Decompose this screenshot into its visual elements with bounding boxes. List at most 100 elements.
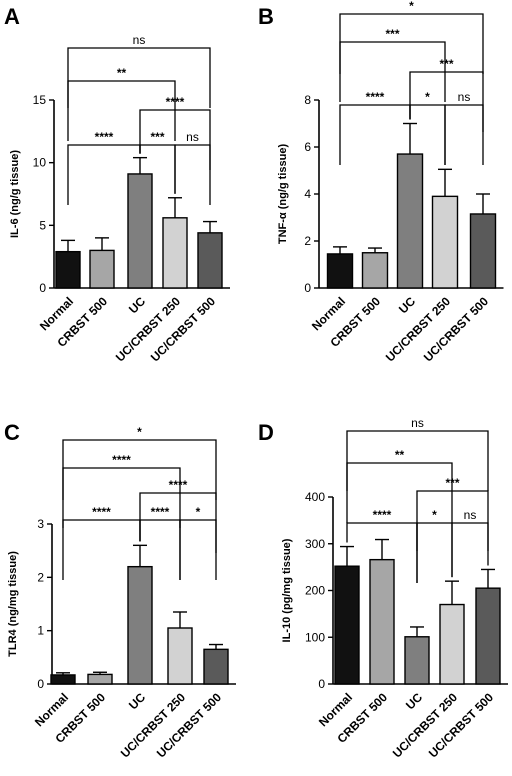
bar-3 (404, 636, 430, 685)
y-tick-label: 8 (304, 93, 311, 107)
x-tick-label: UC (403, 690, 425, 712)
x-tick-label: UC (126, 294, 148, 316)
significance-label: ns (464, 508, 477, 522)
significance-label: ns (458, 90, 471, 104)
significance-bracket (416, 490, 489, 551)
significance-bracket (67, 80, 176, 141)
significance-label: **** (169, 478, 188, 492)
significance-label: *** (439, 57, 453, 71)
y-tick-label: 10 (33, 156, 47, 170)
bar-4 (431, 195, 459, 289)
significance-label: **** (92, 505, 111, 519)
bar-1 (50, 674, 76, 685)
significance-label: ns (411, 416, 424, 430)
significance-bracket (174, 144, 211, 205)
bar-5 (475, 587, 501, 685)
significance-bracket (139, 492, 217, 553)
significance-bracket (409, 71, 484, 132)
x-tick-label: UC/CRBST 500 (426, 690, 496, 760)
significance-label: ** (395, 448, 405, 462)
significance-label: * (196, 505, 201, 519)
bar-4 (162, 217, 188, 289)
significance-label: **** (95, 130, 114, 144)
x-tick-label: UC/CRBST 250 (390, 690, 460, 760)
y-tick-label: 1 (37, 624, 44, 638)
y-tick-label: 100 (305, 630, 325, 644)
significance-label: * (137, 425, 142, 439)
y-tick-label: 400 (305, 490, 325, 504)
significance-label: *** (150, 130, 164, 144)
panel-letter: A (4, 4, 20, 29)
panel-letter: D (258, 420, 274, 445)
significance-label: ** (117, 66, 127, 80)
y-tick-label: 300 (305, 537, 325, 551)
significance-label: **** (373, 508, 392, 522)
bar-5 (203, 648, 229, 685)
significance-label: *** (385, 27, 399, 41)
y-axis-label: IL-10 (pg/mg tissue) (281, 538, 293, 642)
significance-bracket (62, 467, 181, 528)
significance-label: **** (366, 90, 385, 104)
y-tick-label: 0 (304, 281, 311, 295)
y-tick-label: 3 (37, 517, 44, 531)
y-tick-label: 15 (33, 93, 47, 107)
x-tick-label: UC/CRBST 500 (148, 294, 218, 364)
y-axis-label: TNF-α (ng/g tissue) (277, 144, 289, 245)
significance-label: ns (186, 130, 199, 144)
panel-letter: C (4, 420, 20, 445)
significance-bracket (451, 522, 489, 578)
bar-3 (127, 565, 153, 685)
bar-3 (396, 153, 424, 289)
significance-bracket (139, 109, 211, 170)
y-tick-label: 5 (39, 218, 46, 232)
panel-d: DIL-10 (pg/mg tissue)0100200300400Normal… (258, 416, 508, 760)
bar-4 (439, 603, 465, 685)
y-tick-label: 2 (304, 234, 311, 248)
significance-label: * (425, 90, 430, 104)
y-tick-label: 200 (305, 584, 325, 598)
significance-bracket (62, 439, 217, 500)
y-tick-label: 0 (39, 281, 46, 295)
y-tick-label: 2 (37, 570, 44, 584)
y-axis-label: TLR4 (ng/mg tissue) (7, 551, 19, 657)
y-axis-label: IL-6 (ng/g tissue) (9, 150, 21, 238)
x-tick-label: UC/CRBST 250 (383, 294, 453, 364)
bar-1 (55, 250, 81, 289)
bar-5 (469, 213, 497, 289)
x-tick-label: UC/CRBST 500 (421, 294, 491, 364)
significance-bracket (339, 13, 484, 74)
significance-label: * (409, 0, 414, 13)
significance-label: **** (112, 453, 131, 467)
panel-letter: B (258, 4, 274, 29)
bar-4 (167, 627, 193, 685)
bar-2 (87, 673, 113, 685)
x-tick-label: UC (126, 690, 148, 712)
significance-label: ns (133, 33, 146, 47)
significance-bracket (444, 104, 484, 165)
significance-bracket (416, 522, 453, 583)
bar-2 (89, 249, 115, 289)
significance-bracket (346, 462, 453, 523)
bar-2 (369, 558, 395, 685)
bar-1 (326, 253, 354, 289)
y-tick-label: 0 (37, 677, 44, 691)
y-tick-label: 6 (304, 140, 311, 154)
bar-3 (127, 173, 153, 289)
bar-1 (334, 565, 360, 685)
x-tick-label: UC/CRBST 500 (154, 690, 224, 760)
y-tick-label: 0 (318, 677, 325, 691)
significance-label: *** (445, 476, 459, 490)
significance-label: * (432, 508, 437, 522)
significance-bracket (179, 519, 217, 580)
y-tick-label: 4 (304, 187, 311, 201)
significance-bracket (346, 430, 489, 491)
significance-label: **** (166, 95, 185, 109)
x-tick-label: UC (396, 294, 418, 316)
bar-5 (197, 232, 223, 289)
significance-label: **** (151, 505, 170, 519)
significance-bracket (67, 47, 211, 108)
